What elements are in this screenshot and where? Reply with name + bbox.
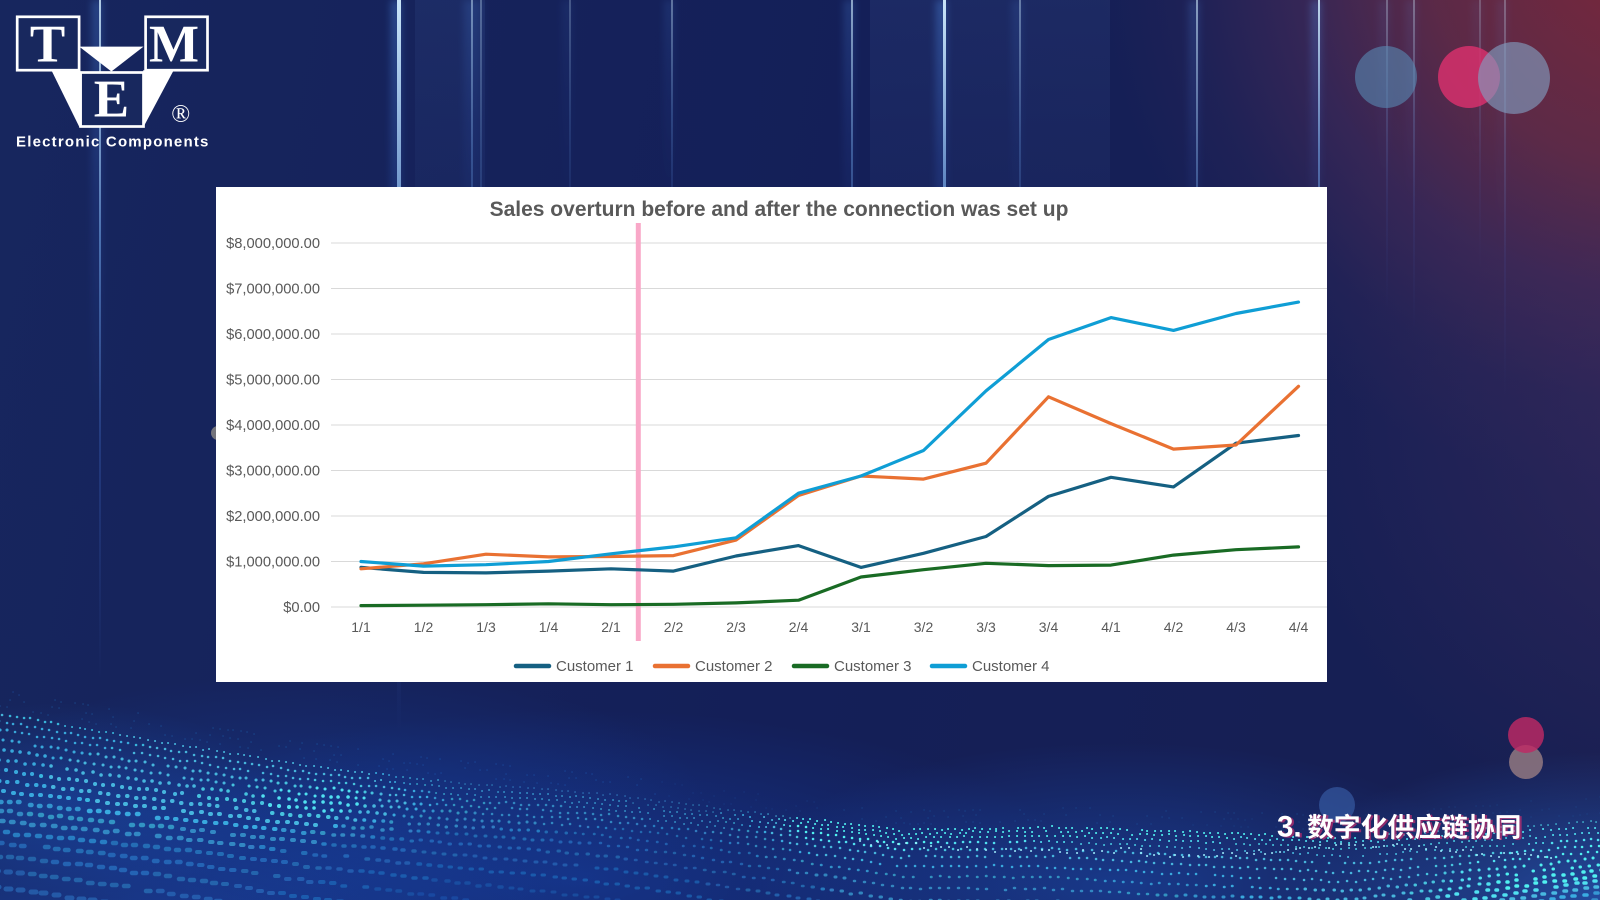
svg-text:$3,000,000.00: $3,000,000.00 <box>226 463 320 479</box>
svg-text:E: E <box>94 71 129 129</box>
svg-text:$8,000,000.00: $8,000,000.00 <box>226 236 320 252</box>
svg-text:3/1: 3/1 <box>851 619 871 635</box>
svg-text:T: T <box>30 15 65 73</box>
svg-text:$1,000,000.00: $1,000,000.00 <box>226 554 320 570</box>
svg-text:4/1: 4/1 <box>1101 619 1121 635</box>
svg-text:M: M <box>149 15 199 73</box>
svg-text:2/4: 2/4 <box>789 619 809 635</box>
svg-text:1/4: 1/4 <box>539 619 559 635</box>
svg-text:4/4: 4/4 <box>1289 619 1309 635</box>
svg-text:1/3: 1/3 <box>476 619 496 635</box>
svg-text:®: ® <box>171 101 190 128</box>
svg-text:Customer 2: Customer 2 <box>695 658 773 675</box>
svg-text:Customer 4: Customer 4 <box>972 658 1050 675</box>
svg-text:Sales overturn before and afte: Sales overturn before and after the conn… <box>490 198 1069 221</box>
svg-text:$7,000,000.00: $7,000,000.00 <box>226 281 320 297</box>
svg-text:Customer 1: Customer 1 <box>556 658 634 675</box>
svg-text:3.: 3. <box>1279 812 1304 845</box>
svg-text:4/3: 4/3 <box>1226 619 1246 635</box>
svg-text:3.: 3. <box>1277 811 1302 844</box>
svg-text:Customer 3: Customer 3 <box>834 658 912 675</box>
svg-text:$5,000,000.00: $5,000,000.00 <box>226 372 320 388</box>
svg-text:1/1: 1/1 <box>351 619 371 635</box>
svg-text:$6,000,000.00: $6,000,000.00 <box>226 327 320 343</box>
svg-text:1/2: 1/2 <box>414 619 434 635</box>
svg-text:2/1: 2/1 <box>601 619 621 635</box>
svg-text:$2,000,000.00: $2,000,000.00 <box>226 509 320 525</box>
svg-text:$0.00: $0.00 <box>283 600 320 616</box>
svg-text:3/3: 3/3 <box>976 619 996 635</box>
svg-text:3/2: 3/2 <box>914 619 934 635</box>
svg-text:2/3: 2/3 <box>726 619 746 635</box>
svg-text:3/4: 3/4 <box>1039 619 1059 635</box>
svg-text:4/2: 4/2 <box>1164 619 1184 635</box>
svg-text:Electronic Components: Electronic Components <box>16 133 210 150</box>
svg-text:2/2: 2/2 <box>664 619 684 635</box>
svg-text:$4,000,000.00: $4,000,000.00 <box>226 418 320 434</box>
